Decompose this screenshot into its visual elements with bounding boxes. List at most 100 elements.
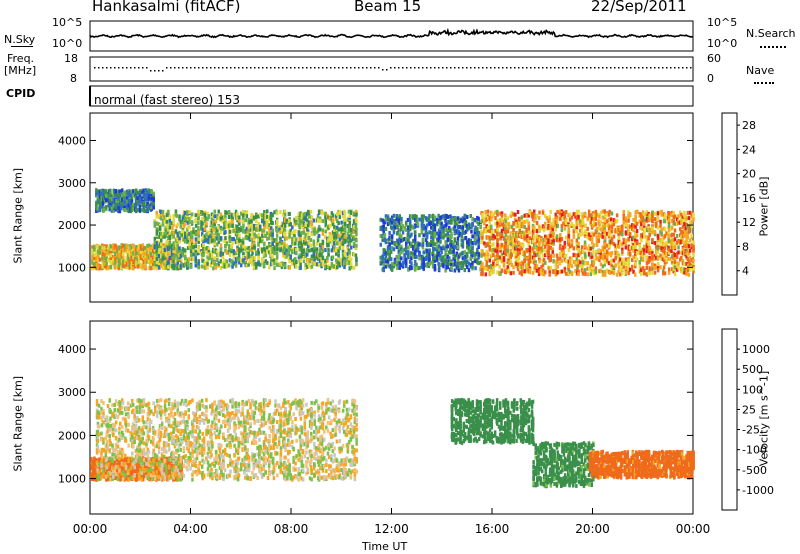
freq-point <box>154 70 156 72</box>
power-echo-cell <box>521 250 525 255</box>
power-echo-cell <box>121 204 124 209</box>
power-echo-cell <box>123 205 126 210</box>
power-echo-cell <box>414 237 417 242</box>
nave-label: Nave <box>746 64 775 77</box>
power-echo-cell <box>150 261 153 266</box>
power-echo-cell <box>207 214 211 219</box>
power-echo-cell <box>418 233 421 238</box>
power-echo-cell <box>234 257 238 261</box>
power-echo-cell <box>217 252 220 257</box>
power-echo-cell <box>238 235 241 240</box>
power-echo-cell <box>485 226 488 231</box>
power-echo-cell <box>331 241 335 246</box>
power-echo-cell <box>95 188 98 193</box>
power-echo-cell <box>354 229 358 234</box>
power-echo-cell <box>271 228 274 233</box>
power-echo-cell <box>474 252 477 257</box>
power-echo-cell <box>313 248 316 253</box>
power-echo-cell <box>336 241 339 246</box>
power-echo-cell <box>299 213 302 218</box>
power-echo-cell <box>273 266 276 271</box>
power-echo-cell <box>146 249 149 254</box>
power-echo-cell <box>189 248 193 253</box>
power-echo-cell <box>245 214 249 218</box>
power-echo-cell <box>165 213 169 217</box>
power-echo-cell <box>537 234 541 239</box>
power-echo-cell <box>336 234 339 239</box>
power-echo-cell <box>125 255 129 260</box>
power-echo-cell <box>433 234 437 239</box>
power-echo-cell <box>287 252 291 257</box>
power-echo-cell <box>471 265 474 269</box>
power-echo-cell <box>168 256 172 260</box>
power-echo-cell <box>268 232 271 237</box>
power-echo-cell <box>485 249 488 254</box>
freq-point <box>474 67 476 69</box>
power-echo-cell <box>355 219 358 224</box>
power-echo-cell <box>225 210 229 215</box>
power-echo-cell <box>338 257 342 262</box>
power-echo-cell <box>420 222 424 227</box>
power-echo-cell <box>270 262 273 267</box>
power-echo-cell <box>91 248 94 253</box>
power-echo-cell <box>236 237 239 242</box>
power-echo-cell <box>321 228 325 233</box>
power-echo-cell <box>263 242 266 247</box>
power-echo-cell <box>112 261 115 266</box>
power-echo-cell <box>135 255 138 260</box>
power-echo-cell <box>412 214 415 219</box>
power-echo-cell <box>398 256 401 261</box>
power-echo-cell <box>304 265 307 270</box>
freq-point <box>370 67 372 69</box>
power-echo-cell <box>504 270 508 275</box>
power-echo-cell <box>509 248 513 253</box>
power-echo-cell <box>398 223 401 228</box>
power-echo-cell <box>232 255 236 260</box>
power-echo-cell <box>223 225 226 230</box>
power-echo-cell <box>379 255 382 260</box>
power-echo-cell <box>118 193 122 198</box>
power-echo-cell <box>197 221 200 226</box>
power-echo-cell <box>291 236 294 241</box>
freq-point <box>366 67 368 69</box>
power-echo-cell <box>514 212 517 217</box>
power-echo-cell <box>225 263 229 268</box>
power-echo-cell <box>192 252 195 257</box>
power-echo-cell <box>188 220 191 224</box>
power-echo-cell <box>231 224 234 228</box>
power-echo-cell <box>283 218 287 223</box>
power-echo-cell <box>294 229 297 234</box>
power-echo-cell <box>160 210 163 215</box>
power-echo-cell <box>440 233 443 238</box>
freq-point <box>254 67 256 69</box>
power-echo-cell <box>127 249 130 254</box>
power-echo-cell <box>194 263 197 268</box>
power-echo-cell <box>216 214 219 218</box>
power-echo-cell <box>379 225 382 230</box>
power-echo-cell <box>398 233 401 238</box>
freq-point <box>602 67 604 69</box>
power-echo-cell <box>167 246 170 251</box>
power-echo-cell <box>544 270 547 275</box>
power-echo-cell <box>512 249 515 254</box>
power-echo-cell <box>178 253 181 258</box>
power-echo-cell <box>446 265 449 270</box>
power-echo-cell <box>541 263 545 268</box>
power-echo-cell <box>234 224 238 229</box>
power-echo-cell <box>162 262 165 267</box>
power-echo-cell <box>197 237 200 241</box>
power-echo-cell <box>523 213 526 218</box>
power-echo-cell <box>302 221 306 226</box>
power-echo-cell <box>535 213 539 218</box>
power-echo-cell <box>352 265 356 270</box>
power-echo-cell <box>304 238 307 243</box>
power-echo-cell <box>270 248 273 253</box>
power-echo-cell <box>109 262 113 267</box>
power-echo-cell <box>109 259 113 264</box>
power-echo-cell <box>132 247 135 252</box>
freq-point <box>390 67 392 69</box>
power-echo-cell <box>416 266 420 271</box>
power-echo-cell <box>437 244 441 249</box>
freq-point <box>130 67 132 69</box>
power-echo-cell <box>139 250 143 255</box>
